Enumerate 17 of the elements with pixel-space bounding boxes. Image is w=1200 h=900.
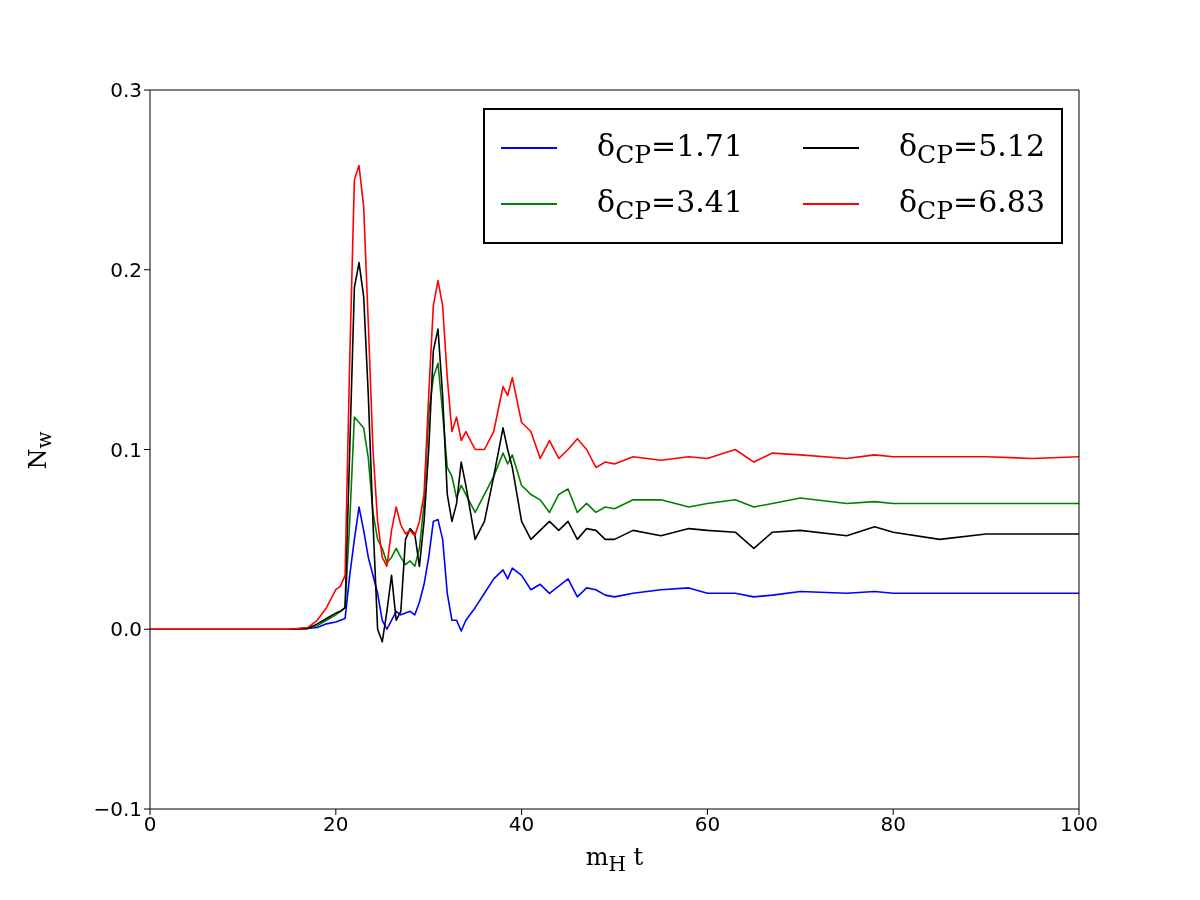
y-tick-label: 0.3 [110, 78, 142, 103]
y-tick-label: 0.1 [110, 437, 142, 462]
x-tick-label: 100 [1059, 812, 1099, 837]
y-tick-label: −0.1 [93, 797, 142, 822]
x-tick-label: 0 [143, 812, 157, 837]
x-tick-label: 80 [880, 812, 906, 837]
x-axis-title: m$_{H}$ t [585, 843, 644, 876]
x-tick-label: 60 [694, 812, 721, 837]
legend-label: δ$_{CP}$=3.41 [597, 183, 744, 225]
x-tick-label: 40 [508, 812, 535, 837]
legend-label: δ$_{CP}$=5.12 [899, 127, 1045, 169]
x-tick-label: 20 [323, 812, 349, 837]
legend-label: δ$_{CP}$=6.83 [899, 183, 1045, 225]
y-tick-label: 0.0 [110, 617, 142, 642]
legend-label: δ$_{CP}$=1.71 [597, 127, 744, 169]
y-tick-label: 0.2 [110, 257, 142, 282]
line-series [150, 164, 1079, 631]
